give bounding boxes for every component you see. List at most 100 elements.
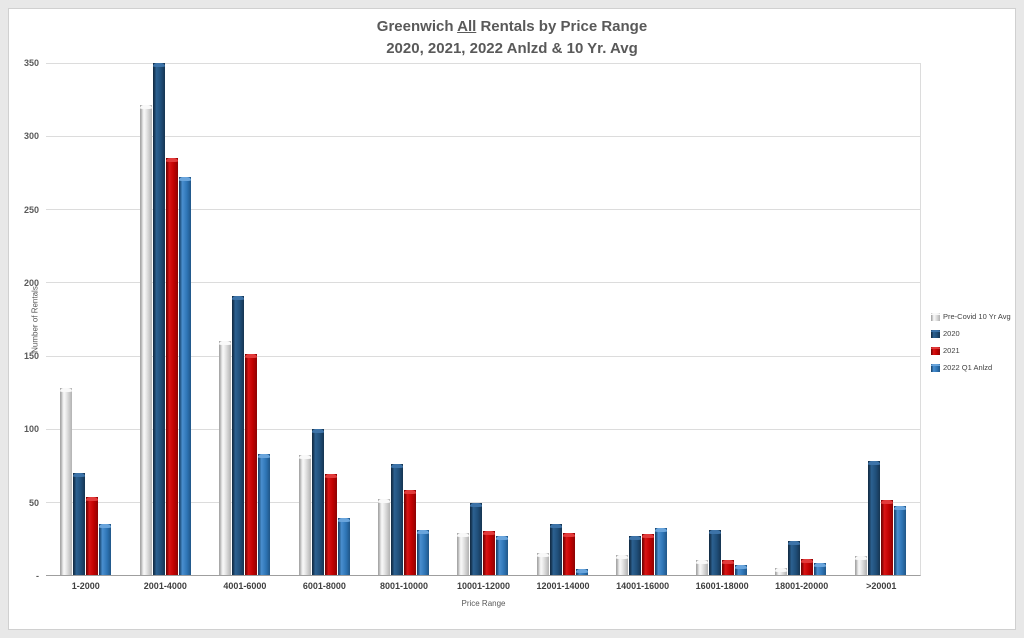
bar [232, 295, 245, 575]
bar [708, 529, 721, 575]
bar [470, 503, 483, 575]
bar [496, 535, 509, 575]
bar [245, 354, 258, 575]
bar [86, 497, 99, 575]
bar-group-14001-16000 [602, 63, 681, 575]
bar [695, 560, 708, 575]
bar [324, 474, 337, 575]
x-axis-title: Price Range [461, 599, 506, 608]
y-tick-label: 50 [28, 497, 39, 508]
bar [483, 531, 496, 575]
x-tick-label: 12001-14000 [536, 581, 590, 591]
bar [629, 535, 642, 575]
bar [788, 541, 801, 575]
gridline [46, 209, 920, 211]
chart-title-underlined-word: All [457, 18, 477, 35]
chart-title-line2: 2020, 2021, 2022 Anlzd & 10 Yr. Avg [386, 39, 638, 57]
legend: Pre-Covid 10 Yr Avg 2020 2021 2022 Q1 Anlzd [931, 312, 1015, 372]
bar [893, 506, 906, 575]
legend-item: 2021 [931, 346, 1015, 355]
gridline [46, 136, 920, 138]
bar [219, 340, 232, 575]
bar [152, 63, 165, 575]
x-tick-label: 1-2000 [71, 581, 100, 591]
bar [616, 554, 629, 575]
bar [867, 460, 880, 575]
gridline [46, 428, 920, 430]
x-tick-label: 8001-10000 [379, 581, 428, 591]
chart-title: Greenwich All Rentals by Price Range 202… [9, 16, 1015, 60]
y-tick-label: 200 [23, 277, 39, 288]
bar [457, 532, 470, 575]
x-tick-label: 4001-6000 [223, 581, 267, 591]
legend-label: 2022 Q1 Anlzd [943, 363, 993, 372]
gridline [46, 355, 920, 357]
chart-title-line1: Greenwich All Rentals by Price Range [376, 18, 648, 35]
bar [814, 563, 827, 575]
bar-group-12001-14000 [523, 63, 602, 575]
x-tick-label: >20001 [866, 581, 897, 591]
bar [734, 564, 747, 575]
x-tick-label: 18001-20000 [775, 581, 829, 591]
bar [60, 387, 73, 575]
x-tick-label: 2001-4000 [143, 581, 187, 591]
bar-group-10001-12000 [443, 63, 522, 575]
bar [880, 500, 893, 575]
bar [337, 517, 350, 575]
legend-label: Pre-Covid 10 Yr Avg [943, 312, 1011, 321]
bar [721, 560, 734, 575]
legend-label: 2021 [943, 346, 960, 355]
bar-group-4001-6000 [205, 63, 284, 575]
bar [417, 529, 430, 575]
bar [536, 553, 549, 575]
x-tick-label: 16001-18000 [695, 581, 749, 591]
bar [178, 177, 191, 575]
bar [311, 428, 324, 575]
bar [562, 532, 575, 575]
bar [549, 523, 562, 575]
bar-group-1-2000 [46, 63, 125, 575]
chart-frame: Greenwich All Rentals by Price Range 202… [8, 8, 1016, 630]
legend-marker-icon [931, 329, 940, 338]
plot-area [46, 63, 921, 576]
legend-item: Pre-Covid 10 Yr Avg [931, 312, 1015, 321]
y-tick-label: 250 [23, 204, 39, 215]
bar [404, 490, 417, 575]
bar [378, 498, 391, 575]
bar [99, 523, 112, 575]
legend-marker-icon [931, 346, 940, 355]
bar [854, 555, 867, 575]
y-tick-label: - [36, 571, 39, 581]
gridline [46, 282, 920, 284]
bar [73, 472, 86, 575]
bar [298, 455, 311, 575]
x-tick-label: 14001-16000 [616, 581, 670, 591]
bar [775, 567, 788, 575]
y-tick-label: 150 [23, 351, 39, 362]
legend-marker-icon [931, 312, 940, 321]
legend-item: 2020 [931, 329, 1015, 338]
x-tick-label: 6001-8000 [302, 581, 346, 591]
bar-group-16001-18000 [682, 63, 761, 575]
bar-group-18001-20000 [761, 63, 840, 575]
bar-group-2001-4000 [125, 63, 204, 575]
bar-group->20001 [841, 63, 920, 575]
gridline [46, 63, 920, 64]
bar [642, 534, 655, 575]
bar [575, 569, 588, 575]
bar [391, 463, 404, 575]
bar [139, 105, 152, 575]
y-tick-label: 100 [23, 424, 39, 435]
y-tick-label: 350 [23, 58, 39, 68]
bar-group-6001-8000 [284, 63, 363, 575]
y-tick-label: 300 [23, 131, 39, 142]
legend-item: 2022 Q1 Anlzd [931, 363, 1015, 372]
gridline [46, 501, 920, 503]
bar [655, 528, 668, 575]
bar [801, 558, 814, 575]
x-tick-label: 10001-12000 [456, 581, 511, 591]
bar [258, 453, 271, 575]
legend-marker-icon [931, 363, 940, 372]
x-axis-labels: 1-2000 2001-4000 4001-6000 6001-8000 8001-10… [46, 581, 921, 591]
bar [165, 158, 178, 575]
